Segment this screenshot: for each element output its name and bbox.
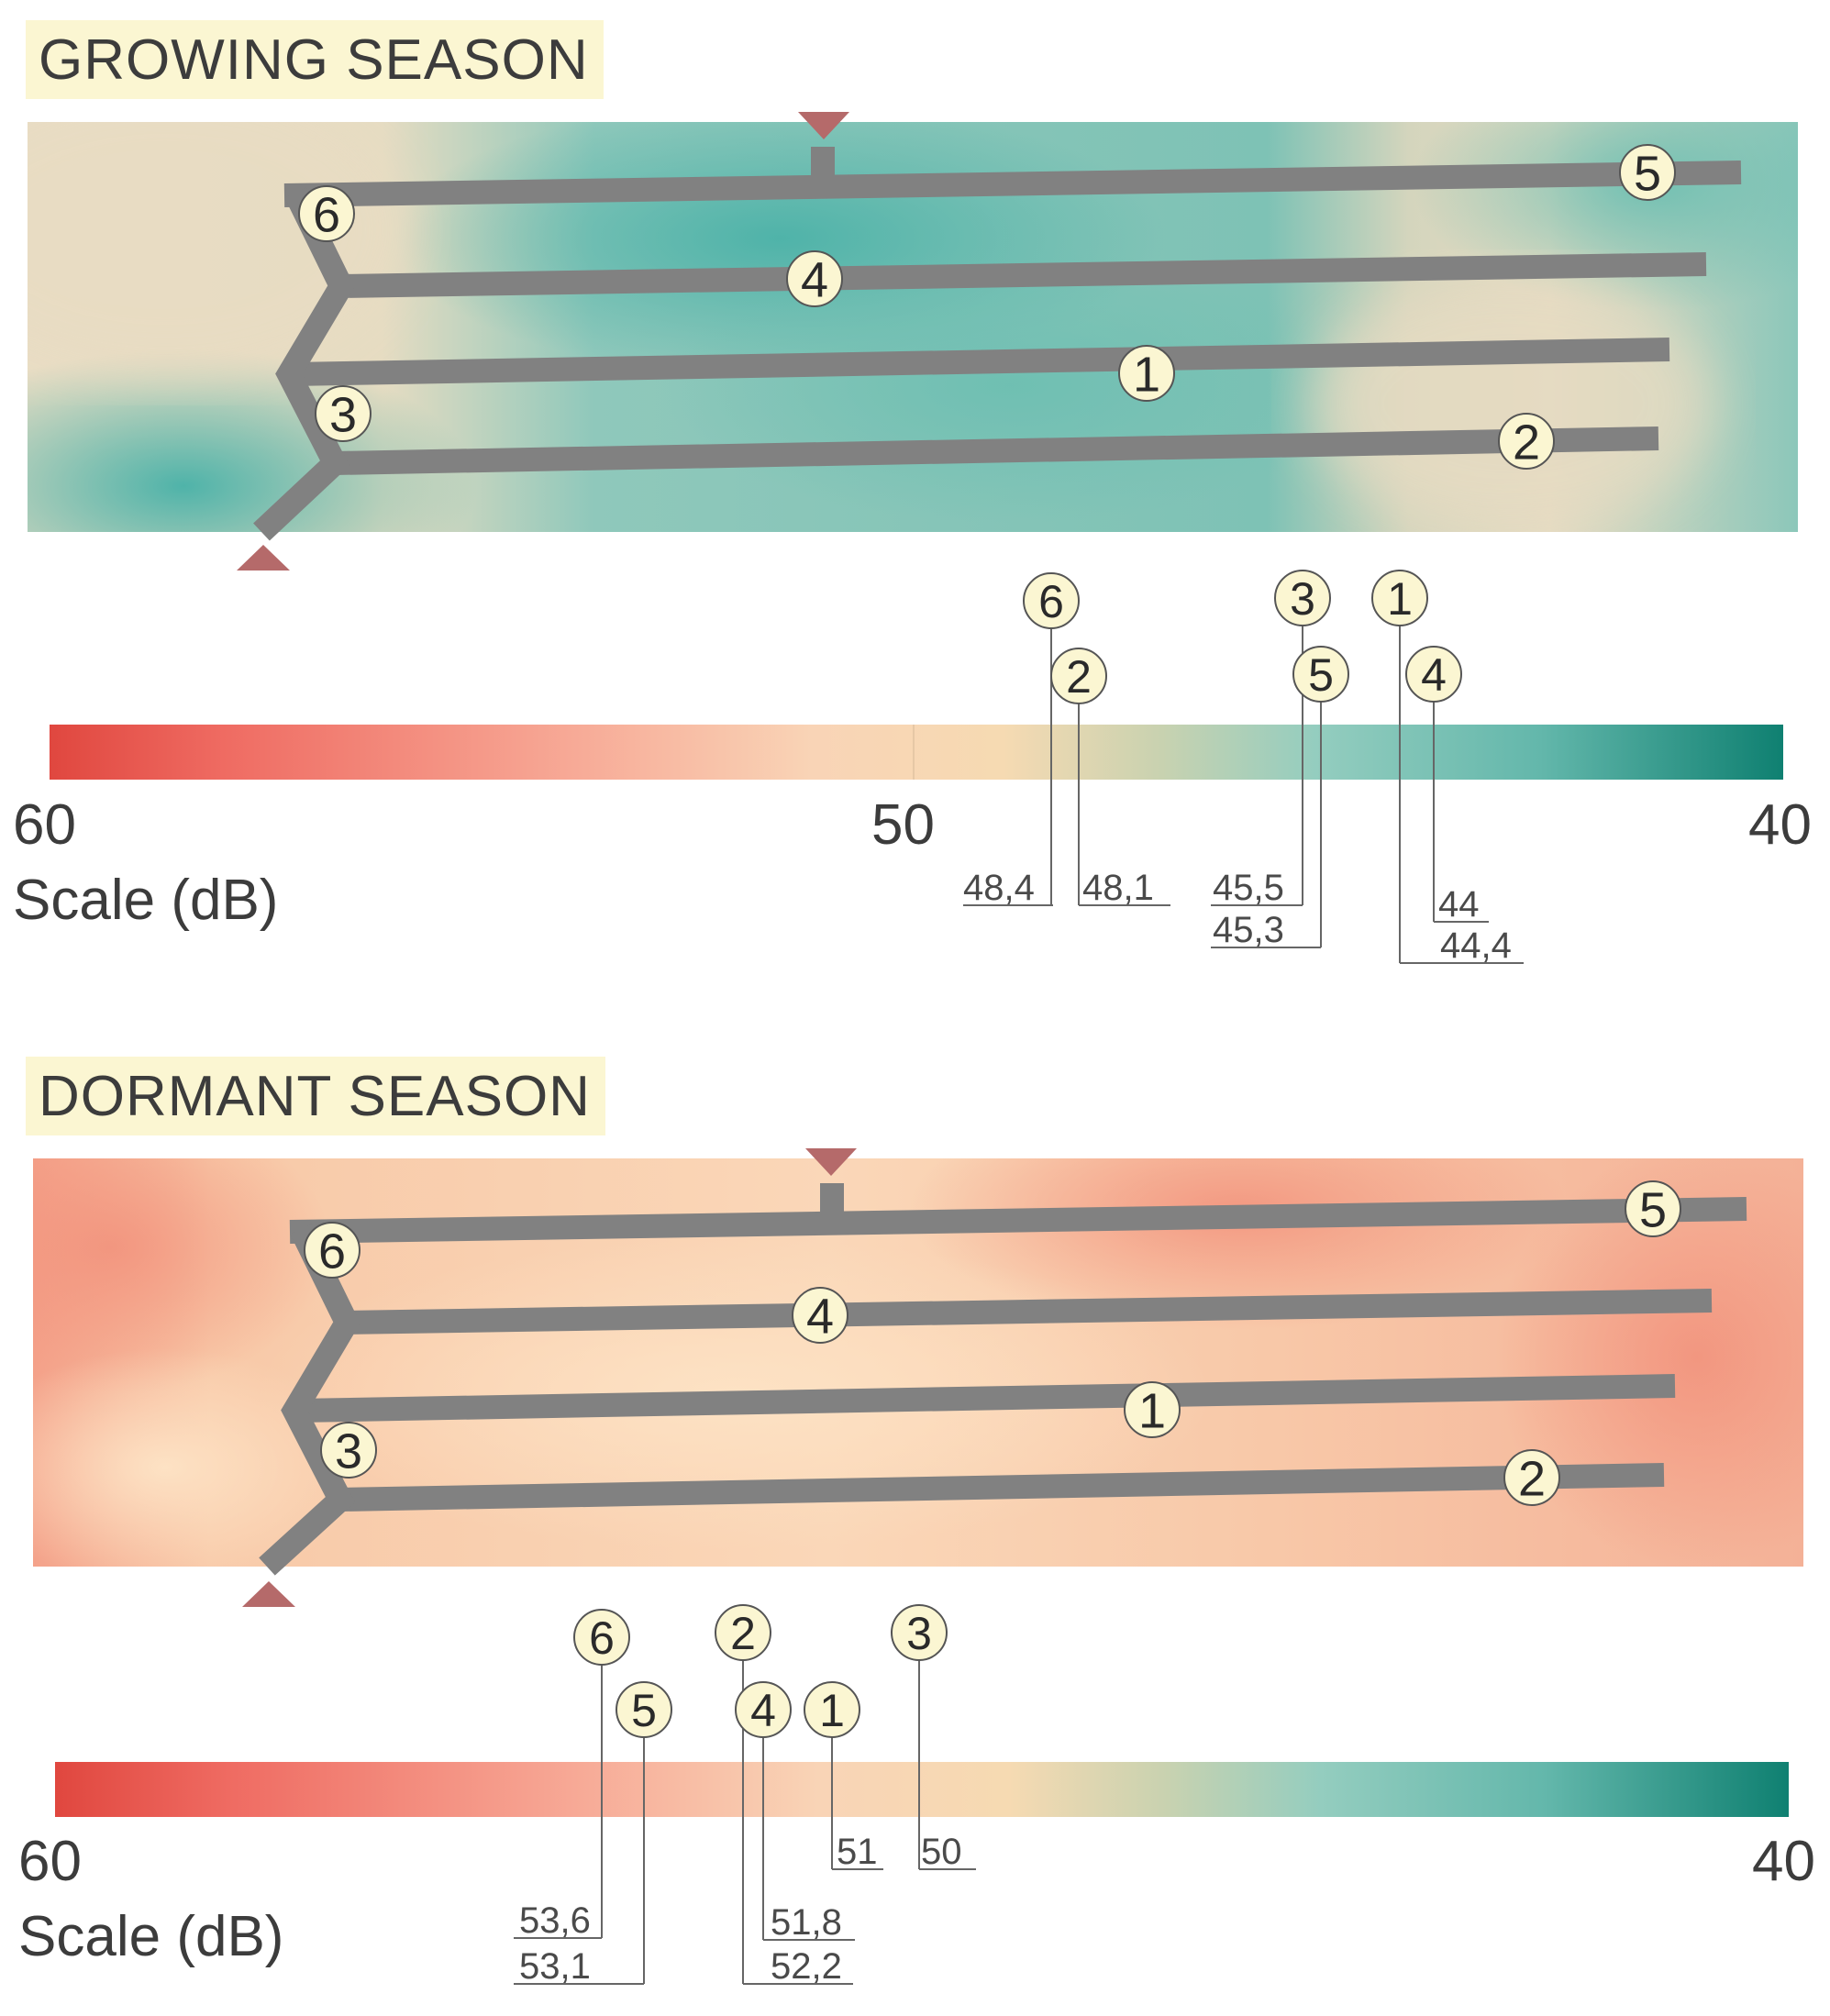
marker-number-4: 4 [1405,646,1462,703]
marker-value-1: 51 [837,1832,878,1872]
pipe-number-1: 1 [1124,1381,1181,1438]
value-marker-4: 451,8 [735,1681,855,1943]
scale-bar [50,725,1783,780]
pipe-number-2: 2 [1498,413,1555,470]
marker-number-6: 6 [573,1609,630,1666]
pipe-number-3-number: 3 [335,1423,362,1479]
inlet-arrow-icon [798,112,849,139]
growing-season-panel: GROWING SEASON [13,20,1812,966]
pipe-network [253,147,1742,541]
marker-number-3-number: 3 [1290,573,1315,625]
marker-number-2-number: 2 [1066,651,1092,703]
panel-title: DORMANT SEASON [39,1064,591,1128]
panel-title: GROWING SEASON [39,28,589,92]
marker-number-6-number: 6 [1038,576,1064,627]
marker-number-2: 2 [715,1604,771,1661]
scale-tick-50: 50 [871,793,935,857]
marker-value-3: 45,5 [1213,868,1284,908]
pipe-number-2-number: 2 [1518,1451,1546,1506]
pipe-number-6-number: 6 [313,187,340,242]
marker-number-4-number: 4 [1421,649,1447,701]
marker-number-4: 4 [735,1681,792,1738]
value-marker-1: 1 51 [804,1681,883,1872]
value-marker-3: 345,5 [1211,570,1331,908]
value-marker-4: 444 [1405,646,1489,925]
value-marker-1: 144,4 [1371,570,1524,966]
marker-number-3-number: 3 [906,1608,932,1659]
pipe-number-1-number: 1 [1138,1383,1166,1438]
value-marker-5: 553,1 [514,1681,672,1987]
marker-number-2: 2 [1050,648,1107,704]
marker-number-6-number: 6 [589,1612,615,1664]
scale-tick-40: 40 [1748,793,1812,857]
marker-number-5: 5 [1292,646,1349,703]
marker-number-5-number: 5 [1308,649,1334,701]
scale-label: Scale (dB) [18,1905,283,1968]
scale-tick-40: 40 [1752,1830,1815,1893]
pipe-number-5: 5 [1625,1180,1681,1237]
marker-value-2: 52,2 [771,1946,842,1987]
marker-number-5-number: 5 [631,1685,657,1736]
pipe-number-6: 6 [298,185,355,242]
marker-value-6: 48,4 [963,868,1035,908]
scale-tick-60: 60 [13,793,76,857]
pipe-number-3-number: 3 [329,387,357,442]
outlet-arrow-icon [237,545,290,570]
pipe-number-5: 5 [1619,144,1676,201]
pipe-network [259,1183,1747,1576]
marker-number-1-number: 1 [819,1685,845,1736]
pipe-number-1: 1 [1118,345,1175,402]
inlet-arrow-icon [805,1148,857,1176]
marker-value-5: 53,1 [519,1946,591,1987]
panel-title-box: DORMANT SEASON [26,1057,605,1135]
outlet-arrow-icon [242,1581,295,1607]
pipe-number-3: 3 [320,1422,377,1479]
heatmap-field [28,122,1798,532]
marker-number-2-number: 2 [730,1608,756,1659]
value-marker-6: 648,4 [963,572,1080,908]
pipe-number-6-number: 6 [318,1224,346,1279]
marker-value-4: 44 [1438,884,1480,925]
scale-bar [55,1762,1789,1817]
pipe-number-2: 2 [1503,1449,1560,1506]
marker-number-3: 3 [891,1604,948,1661]
pipe-number-4: 4 [786,250,843,307]
marker-value-3: 50 [921,1832,962,1872]
value-marker-5: 545,3 [1211,646,1349,950]
marker-number-1: 1 [804,1681,860,1738]
marker-value-5: 45,3 [1213,910,1284,950]
panel-title-box: GROWING SEASON [26,20,604,99]
pipe-number-5-number: 5 [1639,1182,1667,1237]
scale-label: Scale (dB) [13,869,278,932]
marker-number-3: 3 [1274,570,1331,626]
marker-number-1: 1 [1371,570,1428,626]
pipe-number-1-number: 1 [1133,347,1160,402]
value-marker-2: 248,1 [1050,648,1170,908]
pipe-number-4: 4 [792,1287,848,1344]
scale-tick-60: 60 [18,1830,82,1893]
pipe-number-5-number: 5 [1634,146,1661,201]
value-marker-3: 3 50 [891,1604,976,1872]
marker-number-1-number: 1 [1387,573,1413,625]
value-marker-6: 653,6 [514,1609,630,1941]
value-marker-2: 252,2 [715,1604,853,1987]
marker-number-4-number: 4 [750,1685,776,1736]
marker-value-6: 53,6 [519,1900,591,1941]
marker-value-4: 51,8 [771,1902,842,1943]
marker-value-2: 48,1 [1082,868,1154,908]
marker-number-6: 6 [1023,572,1080,629]
pipe-number-4-number: 4 [801,252,828,307]
heatmap-field [33,1158,1803,1567]
pipe-number-4-number: 4 [806,1289,834,1344]
marker-number-5: 5 [616,1681,672,1738]
pipe-number-6: 6 [304,1222,360,1279]
marker-value-1: 44,4 [1440,925,1512,966]
pipe-number-3: 3 [315,385,372,442]
pipe-number-2-number: 2 [1513,415,1540,470]
